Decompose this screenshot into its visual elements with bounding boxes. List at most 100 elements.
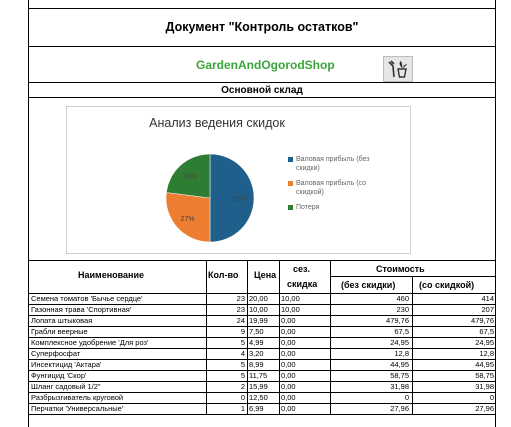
cell-cost-discount: 27,96 (475, 404, 494, 413)
row-border (28, 304, 496, 305)
cell-discount: 0,00 (281, 349, 296, 358)
cell-discount: 0,00 (281, 360, 296, 369)
cell-cost-no-discount: 0 (404, 393, 409, 402)
cell-cost-no-discount: 12,8 (394, 349, 409, 358)
table-border-top (28, 260, 496, 261)
cell-cost-no-discount: 27,96 (390, 404, 409, 413)
cell-cost-discount: 24,95 (475, 338, 494, 347)
legend-label: Валовая прибыль (со скидкой) (296, 180, 366, 196)
document-title: Документ "Контроль остатков" (165, 20, 359, 34)
pie-chart: Анализ ведения скидок 50% 27% 23% Валовая … (66, 106, 411, 254)
cell-price: 12,50 (249, 393, 268, 402)
cell-cost-discount: 414 (481, 294, 494, 303)
legend-swatch (288, 181, 293, 186)
cell-cost-no-discount: 24,95 (390, 338, 409, 347)
cell-price: 3,20 (249, 349, 264, 358)
pie-slice-label: 23% (183, 174, 197, 181)
legend-item: Потеря (288, 203, 391, 212)
cell-qty: 4 (240, 349, 245, 358)
divider (28, 8, 496, 9)
legend-label: Валовая прибыль (без скидки) (296, 156, 370, 172)
row-border (28, 414, 496, 415)
cell-cost-no-discount: 67,5 (394, 327, 409, 336)
cell-qty: 5 (240, 360, 245, 369)
cell-cost-no-discount: 230 (396, 305, 409, 314)
header-qty: Кол-во (208, 270, 239, 280)
header-price: Цена (254, 270, 277, 280)
cell-cost-no-discount: 58,75 (390, 371, 409, 380)
legend-label: Потеря (296, 204, 320, 211)
cell-qty: 23 (236, 294, 245, 303)
cell-cost-no-discount: 31,98 (390, 382, 409, 391)
table-row: Газонная трава 'Спортивная' 23 10,00 10,00 2… (28, 305, 496, 316)
cell-discount: 0,00 (281, 338, 296, 347)
sheet-border-left (28, 0, 29, 427)
row-border (28, 381, 496, 382)
chart-title: Анализ ведения скидок (149, 116, 285, 130)
cell-price: 10,00 (249, 305, 268, 314)
cell-name: Шланг садовый 1/2" (31, 382, 101, 391)
legend-swatch (288, 205, 293, 210)
cell-discount: 0,00 (281, 371, 296, 380)
cell-name: Комплексное удобрение 'Для роз' (31, 338, 149, 347)
table-row: Шланг садовый 1/2" 2 15,99 0,00 31,98 31,98 (28, 382, 496, 393)
pie-slice (165, 192, 211, 243)
cell-cost-discount: 0 (489, 393, 494, 402)
cell-discount: 0,00 (281, 327, 296, 336)
row-border (28, 348, 496, 349)
cell-qty: 1 (240, 404, 245, 413)
row-border (28, 370, 496, 371)
cell-name: Фунгицид 'Скор' (31, 371, 87, 380)
sheet-border-right (495, 0, 496, 427)
cell-name: Семена томатов 'Бычье сердце' (31, 294, 143, 303)
divider (28, 82, 496, 83)
cell-price: 19,99 (249, 316, 268, 325)
table-row: Лопата штыковая 24 19,99 0,00 479,76 479,76 (28, 316, 496, 327)
cell-qty: 5 (240, 371, 245, 380)
cell-cost-discount: 479,76 (471, 316, 494, 325)
cell-price: 8,99 (249, 360, 264, 369)
table-row: Семена томатов 'Бычье сердце' 23 20,00 10,0… (28, 294, 496, 305)
row-border (28, 403, 496, 404)
header-cost: Стоимость (376, 264, 425, 274)
divider (28, 46, 496, 47)
pie-slice-label: 27% (181, 216, 195, 223)
cell-name: Перчатки 'Универсальные' (31, 404, 124, 413)
cell-qty: 0 (240, 393, 245, 402)
cell-price: 15,99 (249, 382, 268, 391)
table-row: Суперфосфат 4 3,20 0,00 12,8 12,8 (28, 349, 496, 360)
cell-qty: 2 (240, 382, 245, 391)
table-row: Инсектицид 'Актара' 5 8,99 0,00 44,95 44,95 (28, 360, 496, 371)
cell-name: Разбрызгиватель круговой (31, 393, 124, 402)
cell-cost-discount: 12,8 (479, 349, 494, 358)
cell-qty: 5 (240, 338, 245, 347)
cell-name: Грабли веерные (31, 327, 88, 336)
cell-price: 7,50 (249, 327, 264, 336)
table-row: Фунгицид 'Скор' 5 11,75 0,00 58,75 58,75 (28, 371, 496, 382)
cell-qty: 23 (236, 305, 245, 314)
legend-item: Валовая прибыль (без скидки) (288, 155, 391, 173)
warehouse-label: Основной склад (221, 85, 303, 96)
cell-cost-discount: 207 (481, 305, 494, 314)
cost-subheader-border (330, 276, 496, 277)
cell-name: Лопата штыковая (31, 316, 93, 325)
cell-price: 11,75 (249, 371, 268, 380)
cell-cost-no-discount: 479,76 (386, 316, 409, 325)
cell-discount: 10,00 (281, 305, 300, 314)
cell-qty: 24 (236, 316, 245, 325)
spreadsheet: Документ "Контроль остатков" GardenAndOg… (28, 0, 496, 427)
cell-name: Суперфосфат (31, 349, 81, 358)
row-border (28, 359, 496, 360)
cell-name: Газонная трава 'Спортивная' (31, 305, 132, 314)
cell-qty: 9 (240, 327, 245, 336)
cell-discount: 10,00 (281, 294, 300, 303)
cell-cost-discount: 31,98 (475, 382, 494, 391)
chart-legend: Валовая прибыль (без скидки) Валовая приб… (288, 155, 391, 218)
row-border (28, 326, 496, 327)
cell-cost-no-discount: 460 (396, 294, 409, 303)
divider (28, 97, 496, 98)
legend-item: Валовая прибыль (со скидкой) (288, 179, 391, 197)
legend-swatch (288, 157, 293, 162)
table-row: Перчатки 'Универсальные' 1 6,99 0,00 27,96 27… (28, 404, 496, 415)
cell-discount: 0,00 (281, 316, 296, 325)
